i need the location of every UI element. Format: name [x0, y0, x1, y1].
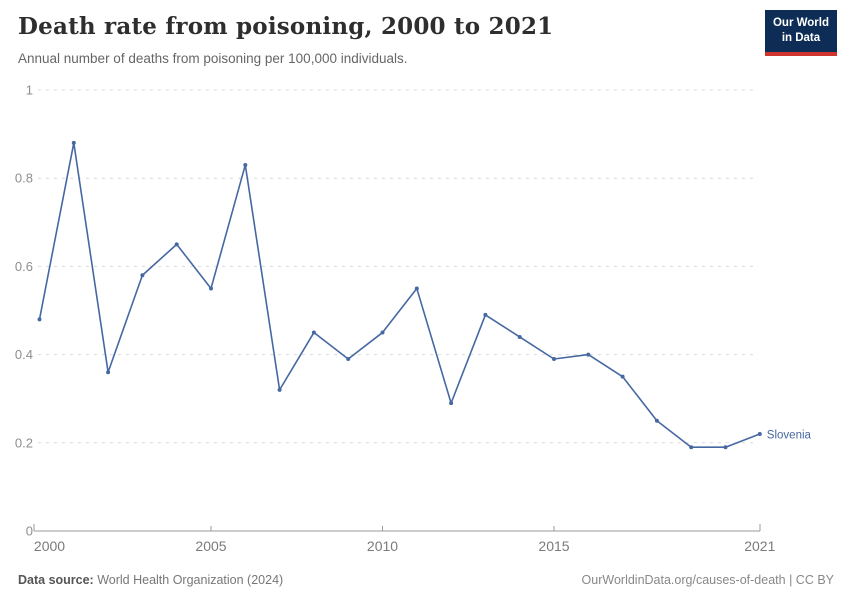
- license-text: | CC BY: [785, 573, 834, 587]
- line-chart-canvas[interactable]: 0 0.2 0.4 0.6 0.8 1 2000 2005 2010 2015 2021 Sloven…: [0, 72, 850, 560]
- data-point-slovenia-2003[interactable]: [140, 273, 145, 278]
- y-tick-label-1: 1: [26, 83, 33, 98]
- data-point-slovenia-2002[interactable]: [106, 370, 111, 375]
- data-source: Data source: World Health Organization (…: [18, 573, 283, 587]
- chart-title: Death rate from poisoning, 2000 to 2021: [18, 13, 554, 40]
- owid-logo: Our World in Data: [764, 10, 837, 56]
- data-point-slovenia-2018[interactable]: [654, 418, 659, 423]
- data-point-slovenia-2013[interactable]: [483, 312, 488, 317]
- data-point-slovenia-2011[interactable]: [414, 286, 419, 291]
- data-point-slovenia-2020[interactable]: [723, 445, 728, 450]
- x-tick-label-2010: 2010: [367, 538, 398, 554]
- data-point-slovenia-2009[interactable]: [346, 357, 351, 362]
- y-tick-label-0.4: 0.4: [15, 347, 33, 362]
- data-point-slovenia-2008[interactable]: [311, 330, 316, 335]
- data-point-slovenia-2021[interactable]: [757, 431, 762, 436]
- x-tick-label-2005: 2005: [195, 538, 226, 554]
- data-point-slovenia-2017[interactable]: [620, 374, 625, 379]
- y-tick-label-0.6: 0.6: [15, 259, 33, 274]
- data-point-slovenia-2001[interactable]: [71, 140, 76, 145]
- owid-url-link[interactable]: OurWorldinData.org/causes-of-death: [581, 573, 786, 587]
- data-point-slovenia-2005[interactable]: [209, 286, 213, 291]
- data-point-slovenia-2000[interactable]: [37, 317, 42, 322]
- x-tick-label-2000: 2000: [34, 538, 65, 554]
- data-point-slovenia-2004[interactable]: [174, 242, 179, 247]
- data-point-slovenia-2014[interactable]: [517, 334, 522, 339]
- chart-subtitle: Annual number of deaths from poisoning p…: [18, 51, 408, 66]
- series-label-slovenia[interactable]: Slovenia: [767, 429, 812, 441]
- series-line-slovenia[interactable]: [38, 142, 761, 449]
- data-point-slovenia-2016[interactable]: [586, 352, 591, 357]
- data-point-slovenia-2015[interactable]: [552, 357, 556, 362]
- data-point-slovenia-2006[interactable]: [243, 162, 248, 167]
- owid-logo-line2: in Data: [781, 31, 821, 44]
- x-tick-label-2015: 2015: [538, 538, 569, 554]
- data-point-slovenia-2019[interactable]: [689, 445, 694, 450]
- chart-footer: Data source: World Health Organization (…: [18, 573, 834, 587]
- y-tick-label-0.8: 0.8: [15, 171, 33, 186]
- data-point-slovenia-2010[interactable]: [380, 330, 385, 335]
- footer-attribution: OurWorldinData.org/causes-of-death | CC …: [582, 573, 834, 587]
- data-source-value: World Health Organization (2024): [93, 573, 284, 587]
- y-tick-label-0.2: 0.2: [15, 435, 33, 450]
- owid-logo-line1: Our World: [772, 17, 829, 29]
- x-tick-label-2021: 2021: [744, 538, 775, 554]
- y-tick-label-0: 0: [26, 524, 33, 539]
- data-source-label: Data source:: [18, 573, 94, 587]
- data-point-slovenia-2007[interactable]: [277, 387, 282, 392]
- data-point-slovenia-2012[interactable]: [449, 401, 454, 406]
